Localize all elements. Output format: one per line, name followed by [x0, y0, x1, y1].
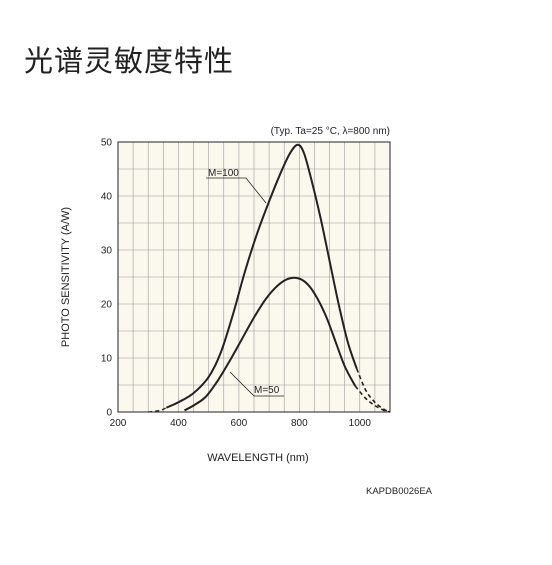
label-m100: M=100 [208, 168, 239, 179]
y-tick-label: 30 [101, 246, 113, 257]
y-tick-label: 10 [101, 354, 113, 365]
y-tick-label: 50 [101, 138, 113, 149]
y-tick-label: 0 [106, 408, 112, 419]
x-tick-label: 1000 [349, 418, 372, 429]
leader-m50 [229, 371, 284, 397]
figure-code: KAPDB0026EA [366, 486, 433, 497]
page-title: 光谱灵敏度特性 [24, 44, 235, 78]
y-tick-label: 40 [101, 192, 113, 203]
x-tick-label: 800 [291, 418, 308, 429]
x-tick-label: 200 [110, 418, 127, 429]
curve-lead-in-dashed [148, 407, 167, 413]
annotations: M=100 M=50 [206, 168, 284, 397]
leader-m100 [206, 177, 267, 204]
y-tick-label: 20 [101, 300, 113, 311]
label-m50: M=50 [254, 385, 280, 396]
curve-m50 [184, 276, 357, 412]
curve-m100-dashed [356, 368, 391, 413]
condition-note: (Typ. Ta=25 °C, λ=800 nm) [271, 126, 390, 137]
plot-frame [117, 141, 391, 413]
x-axis-title: WAVELENGTH (nm) [207, 452, 308, 464]
y-axis-title: PHOTO SENSITIVITY (A/W) [60, 207, 72, 347]
curves [148, 143, 391, 413]
grid-lines [118, 142, 390, 412]
x-tick-label: 400 [170, 418, 187, 429]
x-tick-label: 600 [231, 418, 248, 429]
axis-ticks: 200 400 600 800 1000 0 10 20 30 40 50 [101, 138, 371, 430]
curve-m100 [165, 143, 358, 409]
